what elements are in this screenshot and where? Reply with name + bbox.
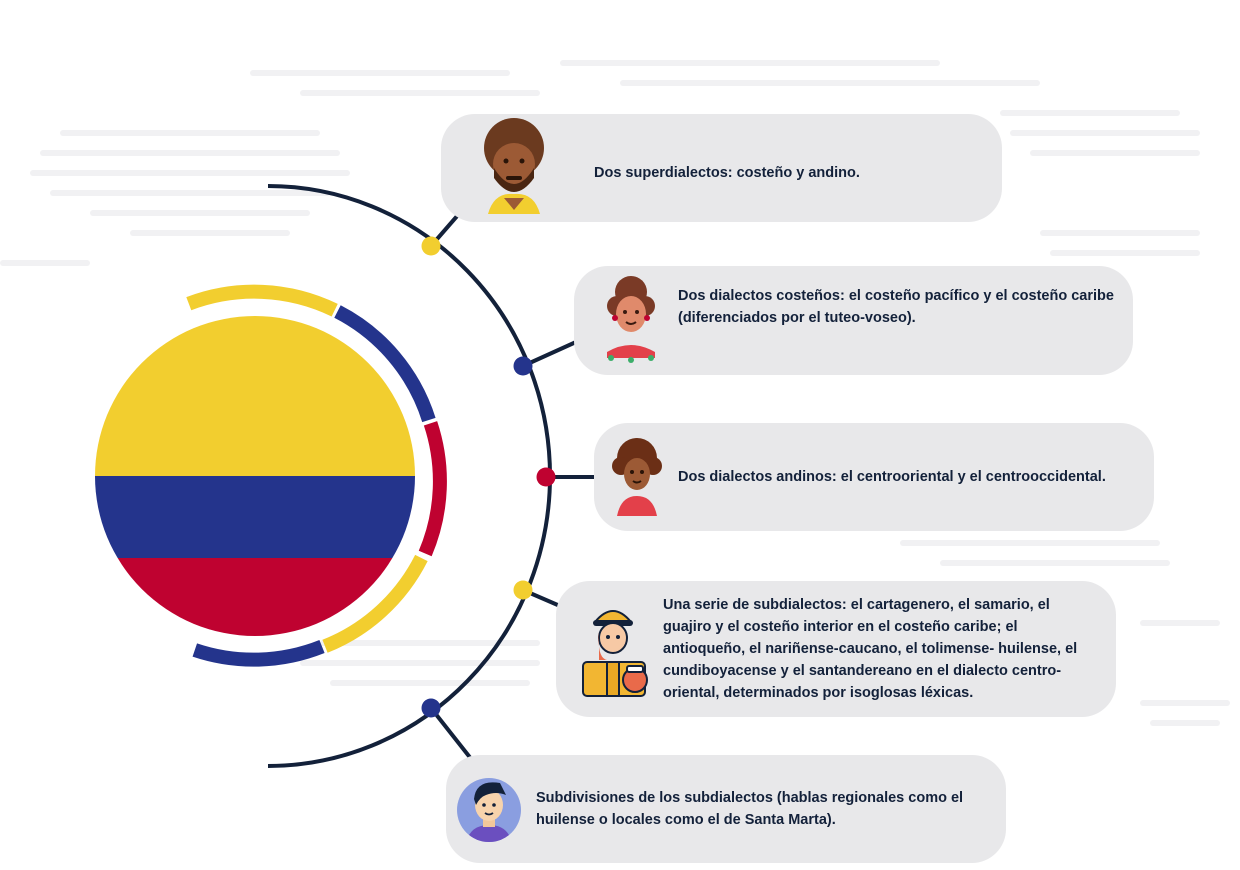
node-1 [421,236,441,256]
dialect-card-2-text: Dos dialectos costeños: el costeño pacíf… [678,288,1114,326]
woman-with-curly-hair-avatar-icon [607,276,655,363]
dialect-card-3 [594,423,1154,531]
colombia-flag-circle [95,316,415,636]
dialect-card-1-text: Dos superdialectos: costeño y andino. [594,165,860,181]
curly-hair-person-avatar-icon [612,438,662,516]
node-2 [513,356,533,376]
node-3 [536,467,556,487]
young-man-avatar-icon [457,778,521,842]
node-5 [421,698,441,718]
dialect-card-2 [574,266,1133,375]
dialect-card-4 [556,581,1116,717]
man-with-beard-avatar-icon [484,118,544,214]
flag-ring [186,284,447,667]
vendor-woman-avatar-icon [582,610,648,697]
dialect-card-5-text: Subdivisiones de los subdialectos (habla… [536,790,964,828]
dialect-card-5 [446,755,1006,863]
dialect-card-3-text: Dos dialectos andinos: el centrooriental… [678,469,1106,485]
dialect-card-4-text: Una serie de subdialectos: el cartagener… [663,597,1078,701]
node-4 [513,580,533,600]
